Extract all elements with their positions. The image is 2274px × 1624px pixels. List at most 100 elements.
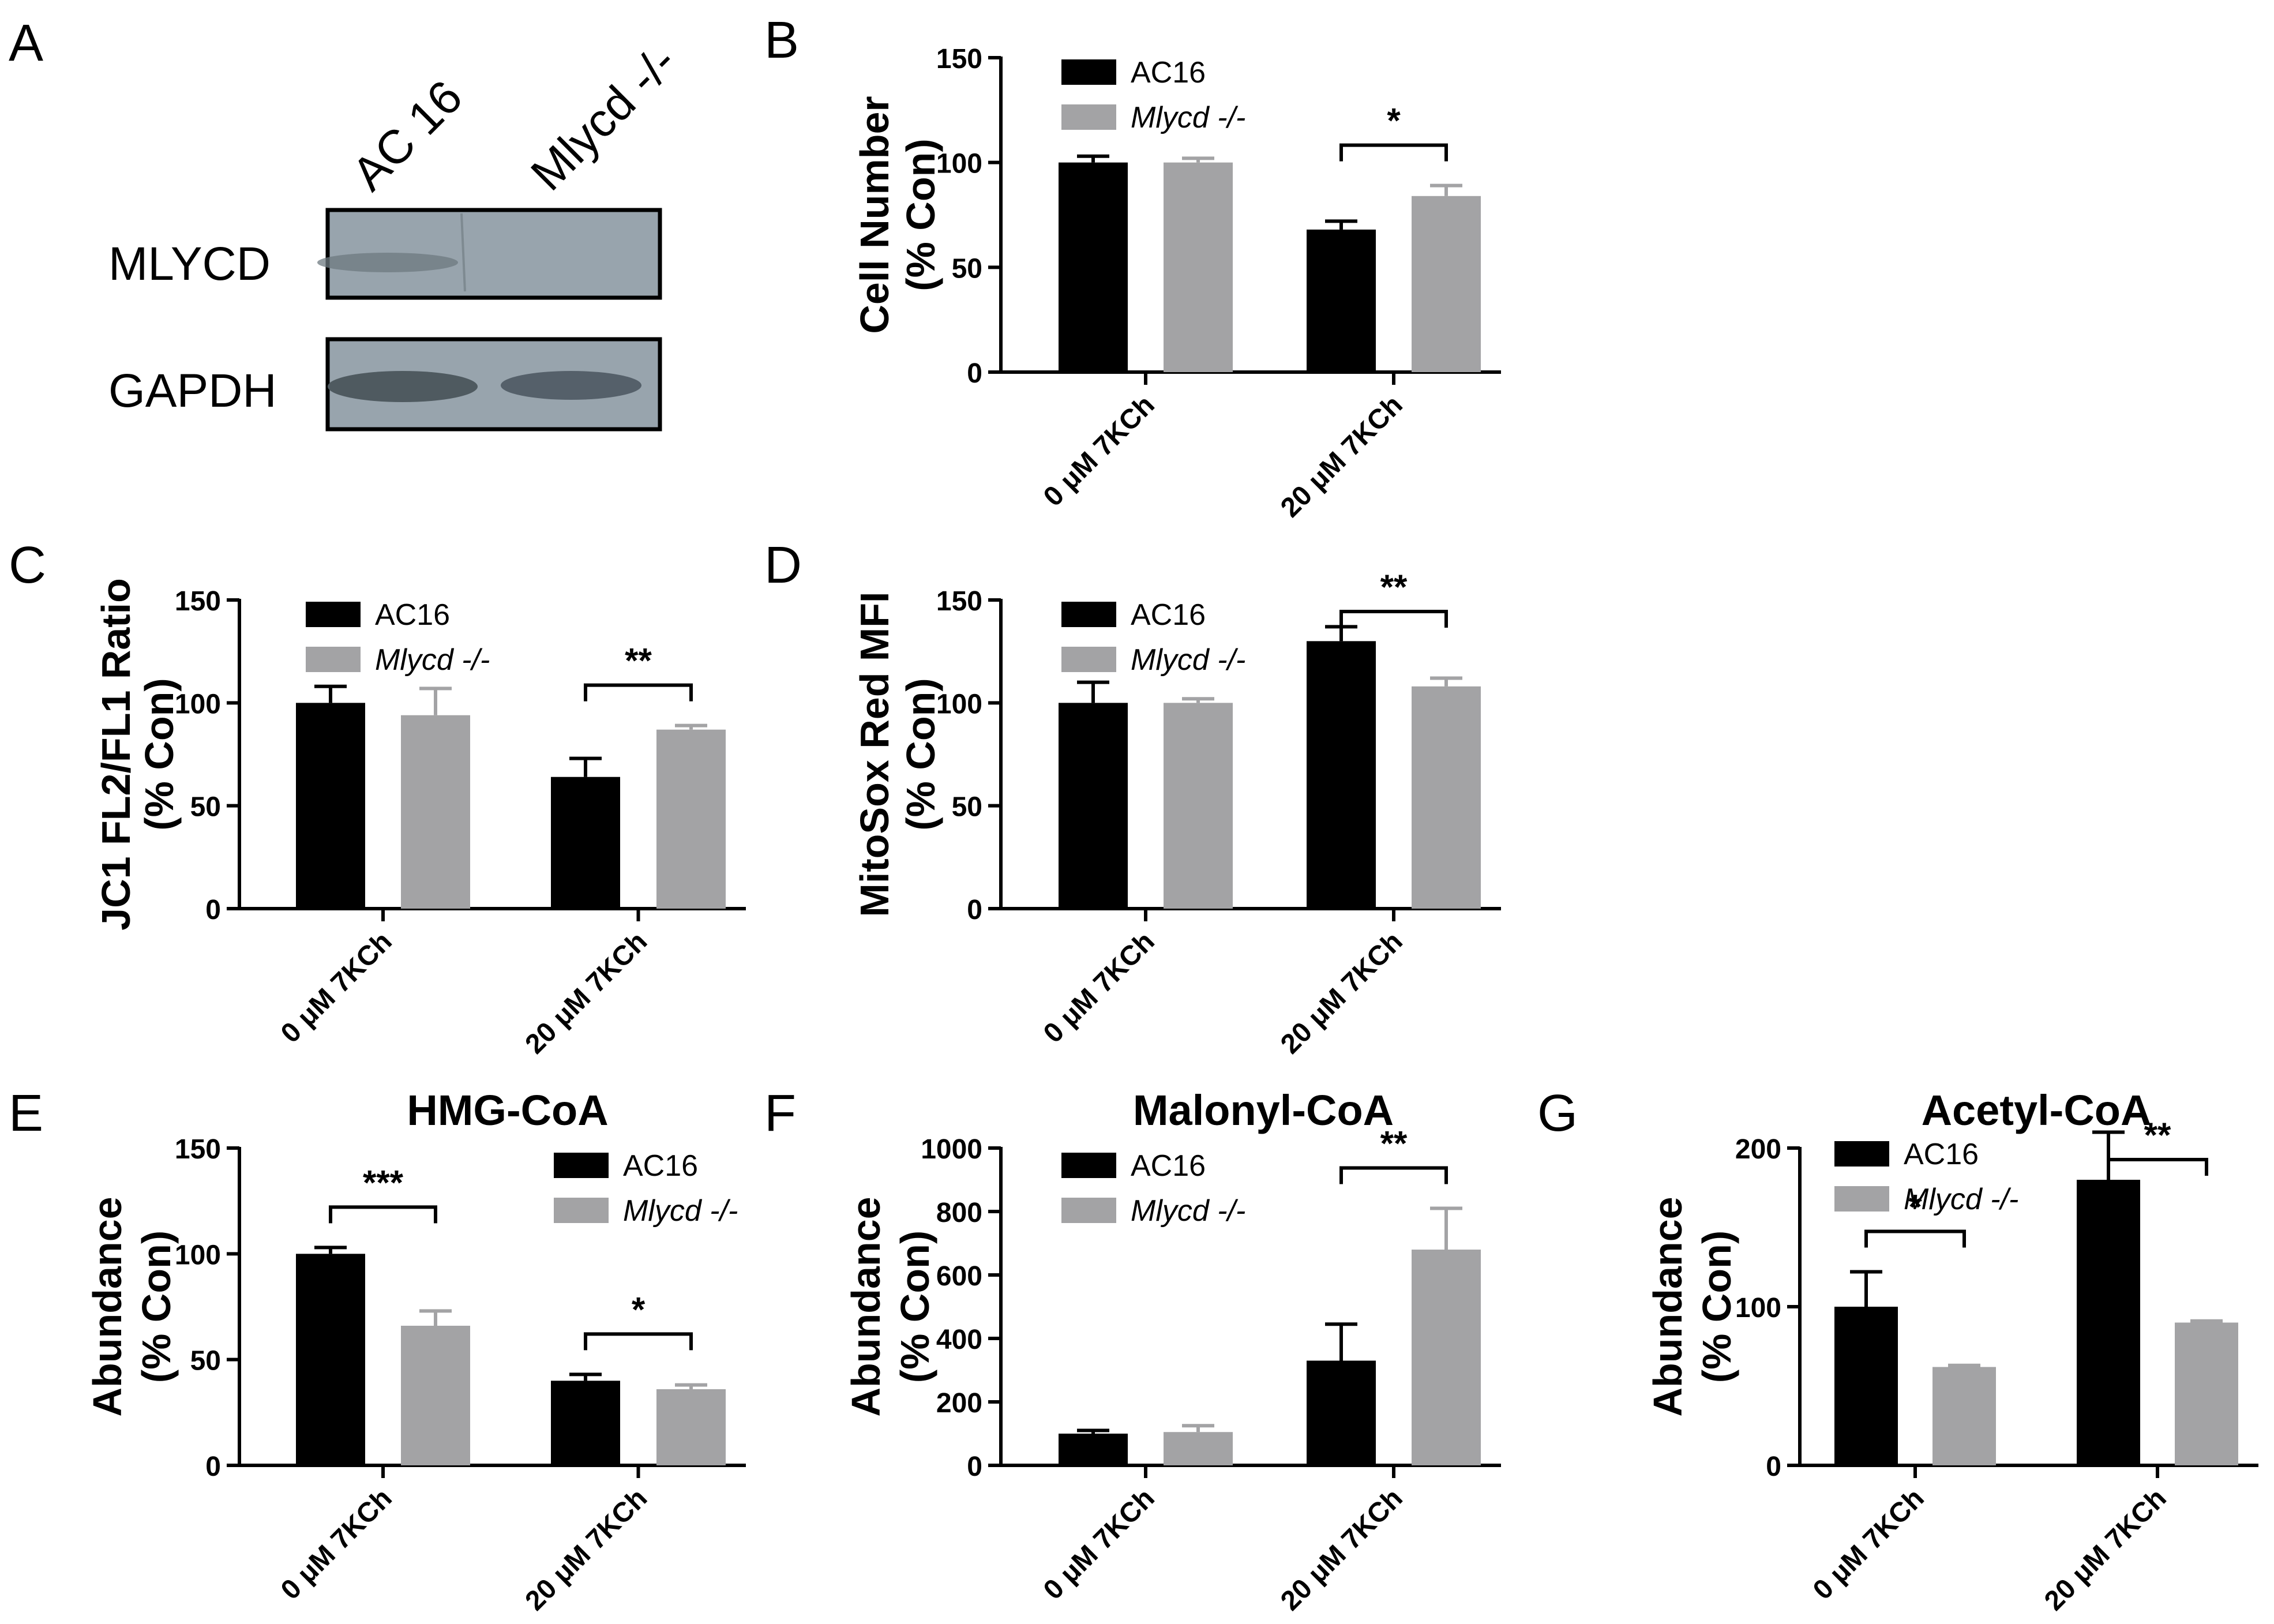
y-tick-label-d-0: 0 [967, 895, 982, 925]
significance-bracket-g-1 [2107, 1158, 2208, 1176]
y-axis-label-g-0: Abundance [1645, 1197, 1690, 1416]
y-tick-label-f-1: 200 [936, 1388, 982, 1419]
significance-bracket-g-0 [1864, 1229, 1966, 1248]
x-tick-label-c-0: 0 μM 7KCh [275, 926, 398, 1049]
significance-label-f-0: ** [1380, 1124, 1408, 1163]
legend-label-c-0: AC16 [375, 598, 450, 632]
bar-f-0-1 [1307, 1360, 1376, 1465]
legend-swatch-f-1 [1061, 1198, 1116, 1223]
legend-label-g-0: AC16 [1904, 1138, 1979, 1171]
y-axis-label-f-0: Abundance [843, 1197, 888, 1416]
bar-c-1-0 [401, 715, 470, 909]
legend-label-g-1: Mlycd -/- [1904, 1183, 2018, 1216]
blot-mlycd-lane-edge [460, 213, 466, 292]
bar-g-0-0 [1834, 1307, 1898, 1465]
x-tick-label-d-0: 0 μM 7KCh [1038, 926, 1161, 1049]
significance-label-c-0: ** [625, 642, 652, 680]
bar-f-1-1 [1412, 1250, 1481, 1465]
legend-label-d-1: Mlycd -/- [1131, 643, 1245, 677]
y-tick-label-c-1: 50 [190, 792, 221, 823]
y-axis-label-b-0: Cell Number [852, 96, 897, 333]
legend-label-f-1: Mlycd -/- [1131, 1194, 1245, 1228]
y-tick-label-g-1: 100 [1735, 1293, 1781, 1323]
significance-bracket-d-0 [1339, 610, 1448, 628]
x-tick-label-f-0: 0 μM 7KCh [1038, 1483, 1161, 1606]
bar-d-1-0 [1164, 703, 1233, 909]
y-tick-label-f-0: 0 [967, 1452, 982, 1482]
legend-swatch-e-0 [554, 1153, 609, 1178]
legend-label-e-1: Mlycd -/- [623, 1194, 738, 1228]
blot-gapdh-band-ac16 [328, 371, 478, 402]
x-tick-label-b-1: 20 μM 7KCh [1275, 389, 1409, 523]
legend-swatch-g-0 [1834, 1141, 1889, 1167]
bar-d-0-1 [1307, 641, 1376, 909]
bar-e-1-0 [401, 1326, 470, 1465]
legend-swatch-b-0 [1061, 59, 1116, 85]
x-tick-label-e-1: 20 μM 7KCh [520, 1483, 654, 1617]
bar-g-0-1 [2077, 1180, 2140, 1465]
y-tick-label-d-2: 100 [936, 689, 982, 719]
x-tick-label-g-0: 0 μM 7KCh [1807, 1483, 1930, 1606]
legend-swatch-b-1 [1061, 104, 1116, 130]
y-axis-label-c-1: (% Con) [137, 678, 182, 830]
significance-label-e-1: * [632, 1290, 646, 1329]
y-tick-label-e-3: 150 [175, 1134, 221, 1165]
blot-gapdh-band-mlycd [501, 371, 641, 400]
bar-b-1-1 [1412, 196, 1481, 372]
bar-b-1-0 [1164, 162, 1233, 372]
panel-f: F Malonyl-CoA Abundance (% Con) 0 200 400 600 80… [764, 1085, 1501, 1617]
x-tick-label-d-1: 20 μM 7KCh [1275, 926, 1409, 1060]
chart-title-g: Acetyl-CoA [1922, 1086, 2152, 1134]
y-tick-label-c-0: 0 [205, 895, 221, 925]
legend-label-b-0: AC16 [1131, 56, 1206, 89]
bar-e-0-1 [551, 1381, 620, 1465]
bar-g-1-0 [1932, 1367, 1996, 1465]
bar-d-0-0 [1059, 703, 1128, 909]
y-tick-label-g-0: 0 [1766, 1452, 1781, 1482]
bar-g-1-1 [2175, 1322, 2238, 1465]
y-tick-label-e-2: 100 [175, 1240, 221, 1270]
x-tick-label-f-1: 20 μM 7KCh [1275, 1483, 1409, 1617]
legend-swatch-g-1 [1834, 1186, 1889, 1212]
panel-b: B Cell Number (% Con) 0 50 100 150 0 μM 7KCh 20 … [764, 12, 1501, 523]
y-axis-label-f-1: (% Con) [892, 1231, 937, 1383]
panel-letter-a: A [9, 14, 43, 72]
y-tick-label-e-1: 50 [190, 1346, 221, 1377]
legend-swatch-c-1 [306, 647, 361, 672]
chart-title-f: Malonyl-CoA [1133, 1086, 1394, 1134]
y-tick-label-g-2: 200 [1735, 1134, 1781, 1165]
legend-label-d-0: AC16 [1131, 598, 1206, 632]
panel-letter-b: B [764, 12, 799, 69]
chart-title-e: HMG-CoA [407, 1086, 608, 1134]
panel-letter-c: C [9, 537, 46, 594]
y-axis-label-c-0: JC1 FL2/FL1 Ratio [93, 578, 138, 931]
panel-g: G Acetyl-CoA Abundance (% Con) 0 100 200 0 μM 7… [1537, 1085, 2258, 1617]
bar-c-1-1 [656, 729, 726, 909]
bar-c-0-1 [551, 777, 620, 909]
y-tick-label-f-5: 1000 [921, 1134, 982, 1165]
significance-bracket-f-0 [1339, 1166, 1448, 1184]
legend-swatch-e-1 [554, 1198, 609, 1223]
y-tick-label-d-3: 150 [936, 586, 982, 617]
blot-gapdh [325, 337, 662, 432]
x-tick-label-g-1: 20 μM 7KCh [2039, 1483, 2172, 1617]
y-axis-label-e-1: (% Con) [134, 1231, 179, 1383]
bar-b-0-1 [1307, 229, 1376, 372]
significance-label-g-1: ** [2144, 1116, 2171, 1154]
row-label-mlycd: MLYCD [108, 238, 271, 290]
significance-label-e-0: *** [363, 1163, 404, 1202]
x-tick-label-e-0: 0 μM 7KCh [275, 1483, 398, 1606]
bar-d-1-1 [1412, 686, 1481, 909]
panel-letter-d: D [764, 537, 802, 594]
lane-label-ac16: AC 16 [342, 70, 472, 201]
legend-label-c-1: Mlycd -/- [375, 643, 490, 677]
x-tick-label-b-0: 0 μM 7KCh [1038, 389, 1161, 512]
y-tick-label-b-1: 50 [952, 253, 982, 284]
legend-swatch-f-0 [1061, 1153, 1116, 1178]
legend-label-e-0: AC16 [623, 1149, 698, 1183]
y-tick-label-f-4: 800 [936, 1198, 982, 1228]
significance-label-d-0: ** [1380, 568, 1408, 606]
panel-letter-e: E [9, 1085, 43, 1142]
significance-bracket-b-0 [1339, 143, 1448, 162]
